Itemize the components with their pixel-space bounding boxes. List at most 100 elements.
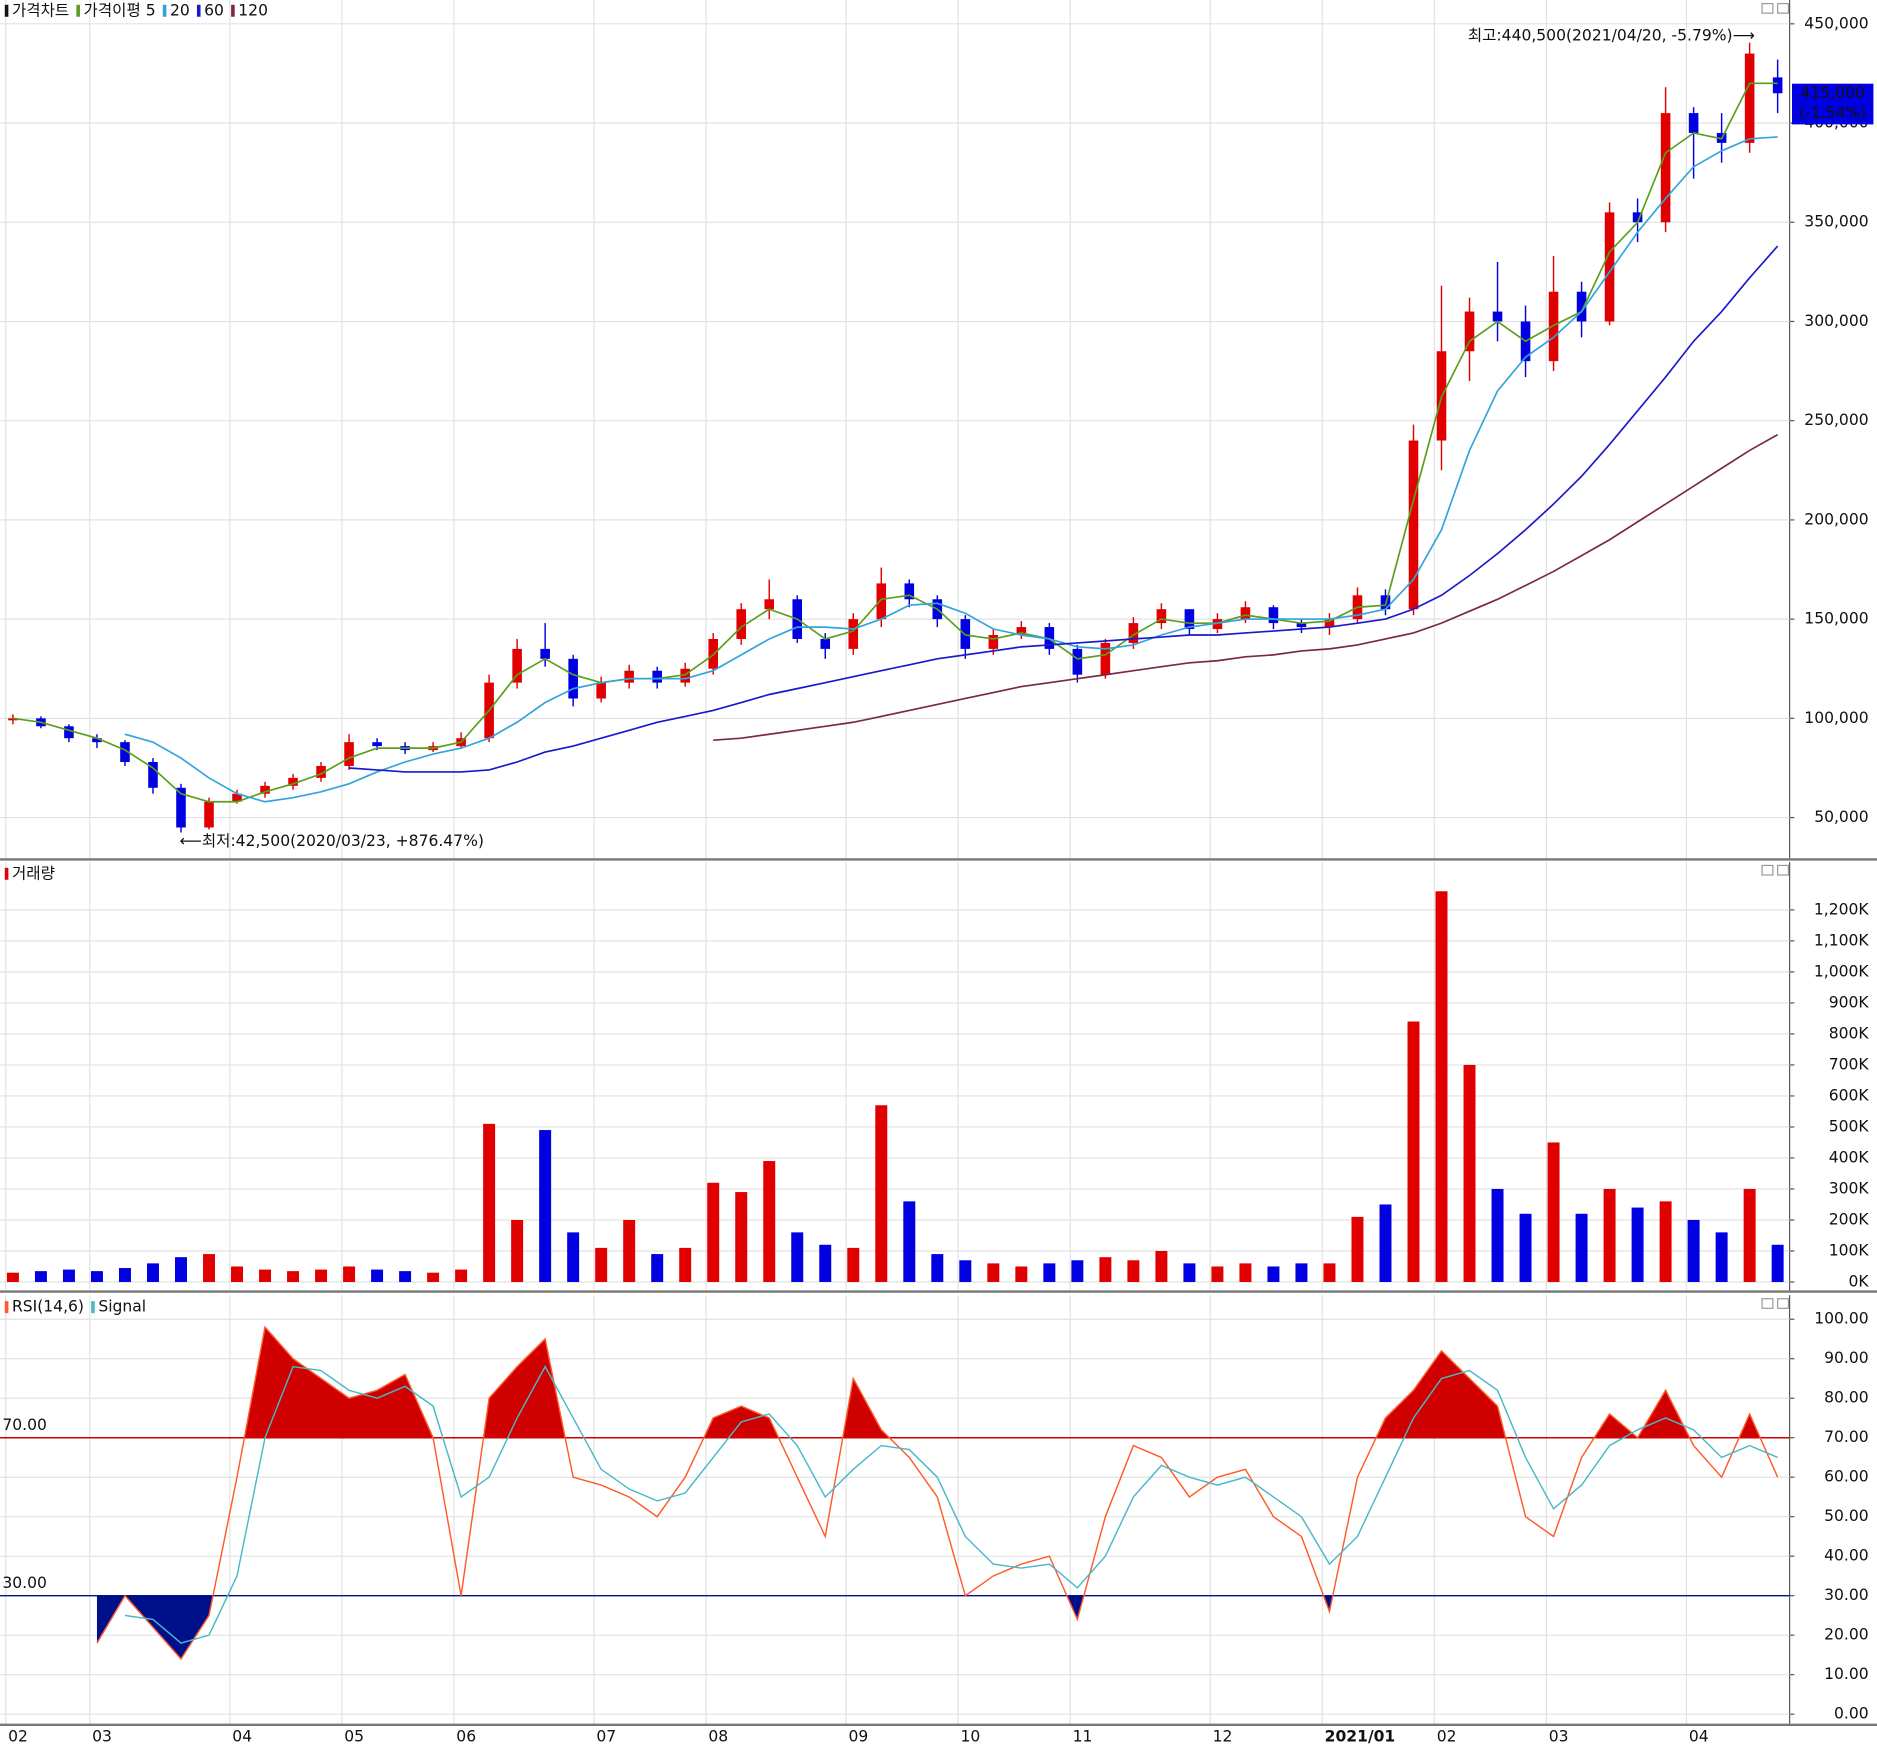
candle-body (204, 801, 214, 828)
x-tick-label: 03 (1549, 1727, 1569, 1745)
candle-body (568, 658, 578, 699)
x-tick-label: 04 (1689, 1727, 1709, 1745)
volume-bar (623, 1219, 636, 1282)
y-tick-label: 150,000 (1804, 610, 1868, 628)
volume-bar (371, 1269, 384, 1282)
legend-swatch (4, 1301, 9, 1314)
y-tick-label: 300K (1829, 1179, 1870, 1197)
panel-button (1761, 1298, 1774, 1309)
candle-body (624, 670, 634, 683)
volume-bar (875, 1105, 888, 1282)
x-tick-label: 12 (1213, 1727, 1233, 1745)
legend-label: 20 (170, 1, 190, 19)
candle-body (1576, 291, 1587, 322)
volume-bar (1379, 1204, 1392, 1282)
legend-swatch (162, 4, 167, 17)
y-tick-label: 500K (1829, 1117, 1870, 1135)
y-tick-label: 10.00 (1824, 1665, 1869, 1683)
panel-button (1777, 864, 1790, 876)
volume-bar (1491, 1188, 1504, 1282)
legend-swatch (91, 1301, 95, 1314)
candle-body (176, 787, 186, 828)
y-tick-label: 1,000K (1814, 962, 1870, 980)
candle-body (372, 742, 382, 747)
y-tick-label: 800K (1829, 1024, 1870, 1042)
y-tick-label: 90.00 (1824, 1349, 1869, 1367)
volume-bar (1603, 1188, 1616, 1282)
legend-label: 거래량 (12, 864, 55, 882)
volume-bar (34, 1271, 47, 1282)
y-tick-label: 200K (1829, 1210, 1870, 1228)
candle-body (1240, 607, 1251, 620)
moving-average-line (124, 136, 1778, 803)
candle-body (92, 738, 102, 743)
y-tick-label: 300,000 (1804, 312, 1868, 330)
y-tick-label: 50.00 (1824, 1507, 1869, 1525)
volume-bar (987, 1263, 1000, 1282)
candle-body (764, 599, 775, 610)
volume-bar (1407, 1021, 1420, 1282)
legend-swatch (4, 867, 9, 880)
volume-bar (455, 1269, 468, 1282)
x-tick-label: 10 (961, 1727, 981, 1745)
candle-body (652, 670, 662, 683)
y-tick-label: 700K (1829, 1055, 1870, 1073)
candle-body (736, 609, 747, 639)
volume-bar (651, 1254, 664, 1282)
volume-bar (399, 1271, 412, 1282)
volume-bar (1071, 1260, 1084, 1282)
volume-bar (231, 1266, 244, 1282)
last-price-label: 415,000 (1801, 84, 1865, 102)
volume-bar (1295, 1263, 1308, 1282)
indicator-line (96, 1325, 1779, 1661)
candle-body (680, 668, 690, 683)
y-tick-label: 1,200K (1814, 900, 1870, 918)
moving-average-line (349, 245, 1779, 773)
volume-bar (1435, 891, 1448, 1282)
volume-bar (1183, 1263, 1196, 1282)
volume-bar (679, 1247, 692, 1282)
legend-label: 가격차트 (12, 1, 69, 19)
volume-bar (1351, 1216, 1364, 1282)
moving-average-line (12, 82, 1778, 803)
volume-bar (287, 1271, 300, 1282)
y-tick-label: 50,000 (1814, 808, 1868, 826)
y-tick-label: 100K (1829, 1241, 1870, 1259)
volume-bar (1127, 1260, 1140, 1282)
volume-bar (959, 1260, 972, 1282)
candle-body (1128, 623, 1139, 643)
volume-bar (931, 1254, 944, 1282)
volume-bar (1519, 1213, 1532, 1282)
y-tick-label: 250,000 (1804, 411, 1868, 429)
y-tick-label: 100,000 (1804, 709, 1868, 727)
indicator-line (124, 1365, 1778, 1644)
volume-bar (1211, 1266, 1224, 1282)
volume-bar (511, 1219, 524, 1282)
volume-bar (819, 1244, 832, 1282)
volume-bar (1659, 1201, 1672, 1282)
panel-button (1777, 1298, 1790, 1309)
last-price-change: (-1.54%) (1799, 104, 1866, 122)
candle-body (848, 619, 859, 649)
candle-body (1044, 627, 1055, 649)
candle-body (988, 635, 999, 649)
candle-body (1408, 440, 1419, 610)
candle-body (1324, 619, 1335, 628)
x-tick-label: 04 (232, 1727, 252, 1745)
candle-body (316, 765, 326, 778)
volume-bar (595, 1247, 608, 1282)
candle-body (876, 583, 887, 620)
y-tick-label: 900K (1829, 993, 1870, 1011)
legend-label: 가격이평 5 (84, 1, 156, 19)
x-tick-label: 06 (456, 1727, 476, 1745)
volume-bar (259, 1269, 272, 1282)
candle-body (1744, 53, 1755, 143)
candle-body (540, 648, 550, 659)
low-annotation: ⟵최저:42,500(2020/03/23, +876.47%) (180, 832, 484, 850)
panel-button (1777, 2, 1790, 14)
legend-label: Signal (98, 1298, 146, 1316)
last-price-box (1792, 83, 1874, 125)
x-tick-label: 03 (92, 1727, 112, 1745)
volume-bar (1239, 1263, 1252, 1282)
volume-bar (791, 1232, 804, 1282)
